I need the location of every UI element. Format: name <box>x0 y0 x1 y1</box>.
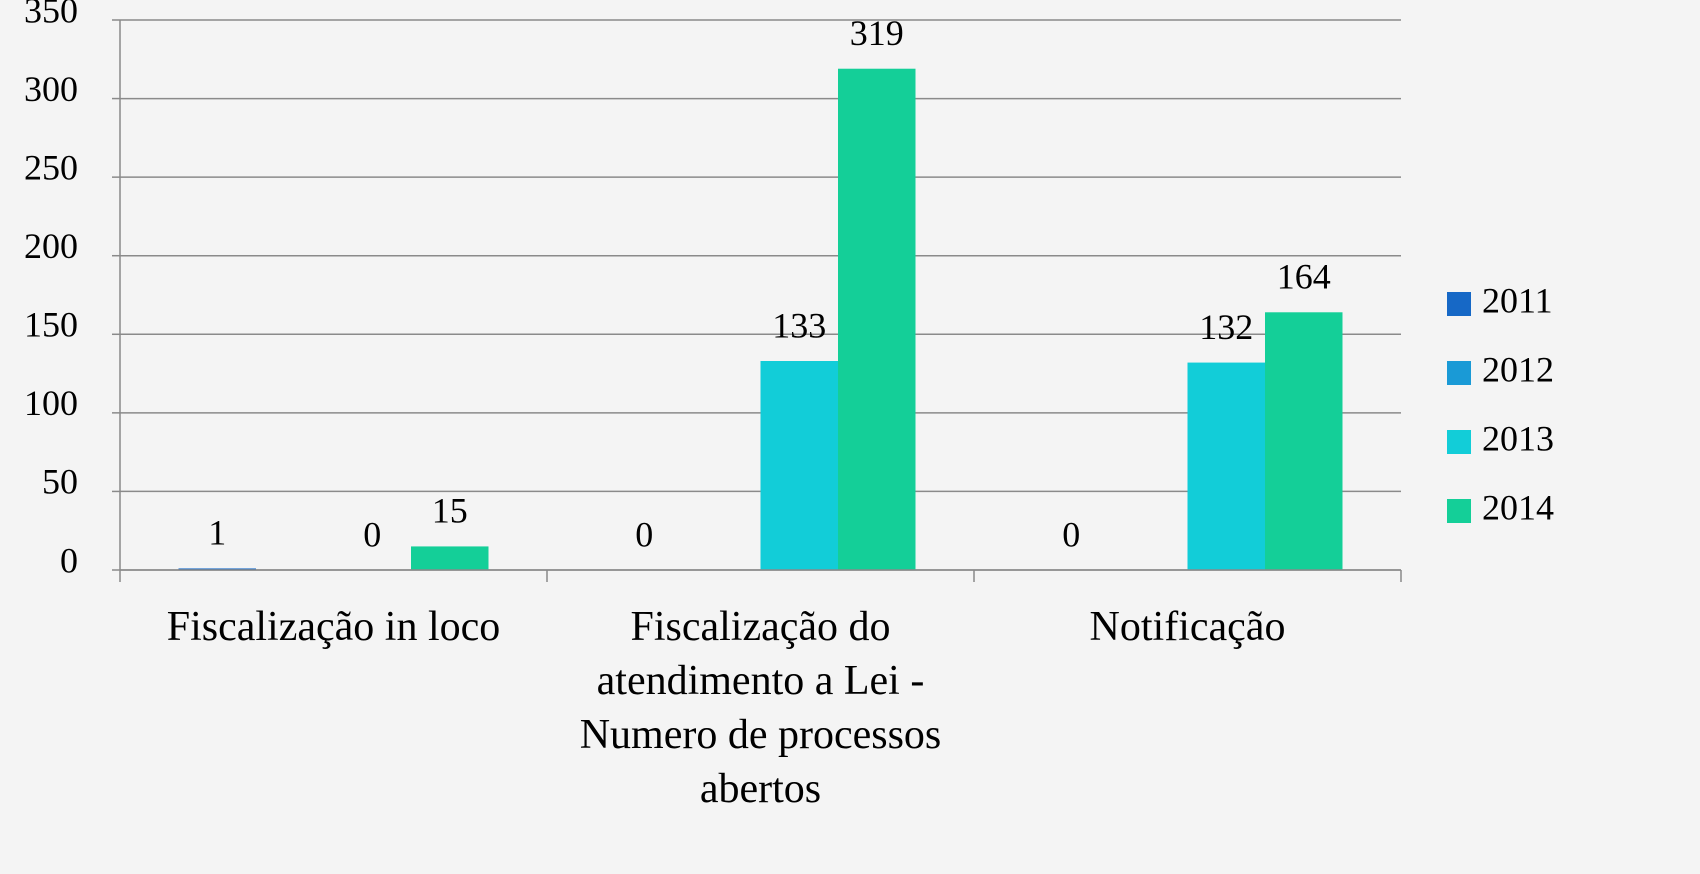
y-tick-label: 0 <box>60 540 78 580</box>
value-label: 0 <box>363 514 381 554</box>
bar <box>760 361 838 570</box>
legend-swatch <box>1447 430 1471 454</box>
legend-swatch <box>1447 361 1471 385</box>
legend-label: 2014 <box>1482 487 1554 527</box>
value-label: 133 <box>772 305 826 345</box>
value-label: 164 <box>1277 257 1331 297</box>
bar <box>838 68 916 570</box>
bar <box>1265 312 1343 570</box>
bar <box>1187 362 1265 570</box>
legend-swatch <box>1447 499 1471 523</box>
y-tick-label: 100 <box>24 383 78 423</box>
value-label: 1 <box>208 513 226 553</box>
x-tick-label: Fiscalização do atendimento a Lei - Nume… <box>579 604 942 812</box>
y-tick-label: 350 <box>24 0 78 30</box>
value-label: 0 <box>635 514 653 554</box>
value-label: 132 <box>1199 307 1253 347</box>
y-tick-label: 250 <box>24 147 78 187</box>
y-tick-label: 150 <box>24 305 78 345</box>
legend-label: 2013 <box>1482 418 1554 458</box>
value-label: 319 <box>850 13 904 53</box>
legend-label: 2011 <box>1482 280 1553 320</box>
y-tick-label: 300 <box>24 69 78 109</box>
bar <box>178 568 256 570</box>
legend-label: 2012 <box>1482 349 1554 389</box>
bar <box>411 546 489 570</box>
value-label: 0 <box>1062 514 1080 554</box>
x-tick-label: Notificação <box>1089 604 1286 650</box>
y-tick-label: 200 <box>24 226 78 266</box>
x-tick-label: Fiscalização in loco <box>166 604 501 650</box>
y-tick-label: 50 <box>42 462 78 502</box>
legend-swatch <box>1447 292 1471 316</box>
value-label: 15 <box>432 491 468 531</box>
